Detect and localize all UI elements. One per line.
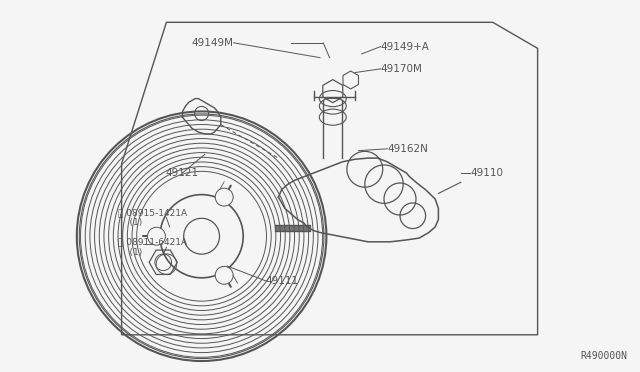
Text: 49121: 49121 (166, 168, 199, 178)
Text: 49110: 49110 (470, 168, 504, 178)
Ellipse shape (215, 188, 233, 206)
Ellipse shape (215, 266, 233, 284)
Ellipse shape (147, 227, 165, 245)
Text: 49111: 49111 (266, 276, 299, 286)
Text: R490000N: R490000N (580, 351, 627, 361)
Text: 49162N: 49162N (387, 144, 428, 154)
Text: Ⓝ 08911-6421A
    (1): Ⓝ 08911-6421A (1) (118, 238, 188, 257)
Text: Ⓦ 08915-1421A
    (1): Ⓦ 08915-1421A (1) (118, 208, 188, 227)
Text: 49149+A: 49149+A (381, 42, 429, 51)
Text: 49170M: 49170M (381, 64, 422, 74)
Text: 49149M: 49149M (191, 38, 234, 48)
